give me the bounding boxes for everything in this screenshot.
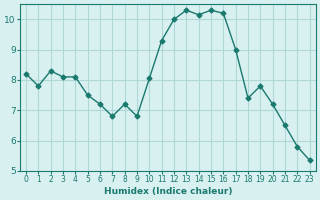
X-axis label: Humidex (Indice chaleur): Humidex (Indice chaleur) xyxy=(104,187,232,196)
